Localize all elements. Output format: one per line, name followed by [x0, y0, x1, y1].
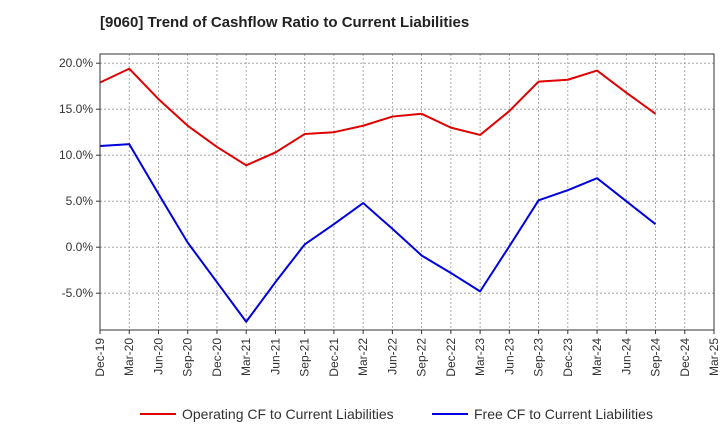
- x-axis-ticks: Dec-19 Mar-20 Jun-20 Sep-20 Dec-20 Mar-21 Jun-…: [93, 330, 720, 377]
- x-tick-label: Mar-21: [239, 338, 253, 376]
- grid-lines: [100, 54, 714, 330]
- x-tick-label: Jun-22: [385, 338, 399, 375]
- x-tick-label: Jun-24: [619, 338, 633, 375]
- x-tick-label: Sep-23: [532, 338, 546, 377]
- x-tick-label: Mar-22: [356, 338, 370, 376]
- y-axis-ticks: 20.0% 15.0% 10.0% 5.0% 0.0% -5.0%: [59, 56, 100, 300]
- plot-frame: [99, 53, 715, 331]
- y-tick-label: 20.0%: [59, 56, 93, 70]
- legend-label: Free CF to Current Liabilities: [474, 406, 653, 422]
- series-line-operating-cf: [99, 67, 657, 167]
- y-tick-label: 15.0%: [59, 102, 93, 116]
- series-line-free-cf: [99, 143, 657, 323]
- y-tick-label: 0.0%: [66, 240, 94, 254]
- x-tick-label: Sep-24: [649, 338, 663, 377]
- y-tick-label: 10.0%: [59, 148, 93, 162]
- y-tick-label: 5.0%: [66, 194, 94, 208]
- x-tick-label: Mar-20: [122, 338, 136, 376]
- x-tick-label: Sep-20: [181, 338, 195, 377]
- series-lines: [99, 67, 657, 323]
- x-tick-label: Dec-22: [444, 338, 458, 377]
- x-tick-label: Dec-23: [561, 338, 575, 377]
- x-tick-label: Mar-23: [473, 338, 487, 376]
- x-tick-label: Sep-22: [415, 338, 429, 377]
- x-tick-label: Dec-24: [678, 338, 692, 377]
- x-tick-label: Dec-20: [210, 338, 224, 377]
- x-tick-label: Dec-21: [327, 338, 341, 377]
- x-tick-label: Jun-20: [151, 338, 165, 375]
- x-tick-label: Jun-21: [268, 338, 282, 375]
- x-tick-label: Mar-25: [707, 338, 720, 376]
- x-tick-label: Sep-21: [298, 338, 312, 377]
- y-tick-label: -5.0%: [62, 286, 94, 300]
- legend-label: Operating CF to Current Liabilities: [182, 406, 394, 422]
- chart-title: [9060] Trend of Cashflow Ratio to Curren…: [100, 14, 470, 31]
- x-tick-label: Jun-23: [502, 338, 516, 375]
- x-tick-label: Mar-24: [590, 338, 604, 376]
- legend: Operating CF to Current Liabilities Free …: [140, 406, 653, 422]
- x-tick-label: Dec-19: [93, 338, 107, 377]
